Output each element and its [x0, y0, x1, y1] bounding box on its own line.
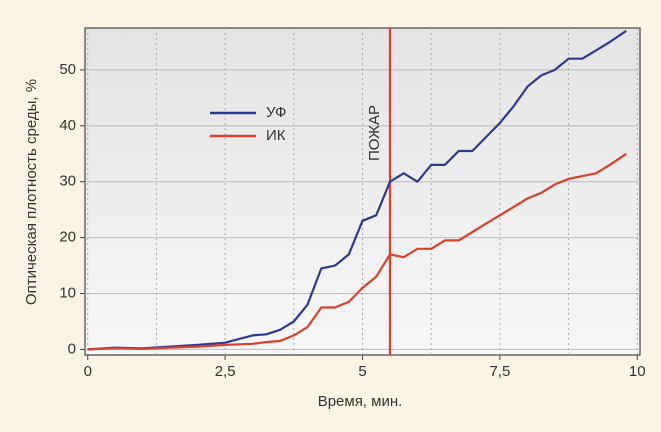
y-tick-label: 10 — [59, 284, 76, 301]
legend-label: ИК — [266, 127, 286, 144]
series-line — [87, 29, 627, 351]
legend-label: УФ — [266, 104, 286, 121]
series-line — [87, 152, 627, 351]
x-tick-label: 2,5 — [215, 363, 236, 380]
x-tick-label: 7,5 — [489, 363, 510, 380]
y-axis-label: Оптическая плотность среды, % — [23, 79, 40, 305]
x-tick-label: 5 — [358, 363, 366, 380]
y-tick-label: 40 — [59, 117, 76, 134]
y-tick-label: 0 — [68, 340, 76, 357]
x-tick-label: 0 — [84, 363, 92, 380]
y-tick-label: 30 — [59, 173, 76, 190]
x-tick-label: 10 — [629, 363, 646, 380]
y-tick-label: 20 — [59, 229, 76, 246]
plot-area — [84, 27, 641, 356]
y-tick-label: 50 — [59, 61, 76, 78]
x-axis-label: Время, мин. — [318, 393, 403, 410]
event-label: ПОЖАР — [366, 105, 383, 161]
